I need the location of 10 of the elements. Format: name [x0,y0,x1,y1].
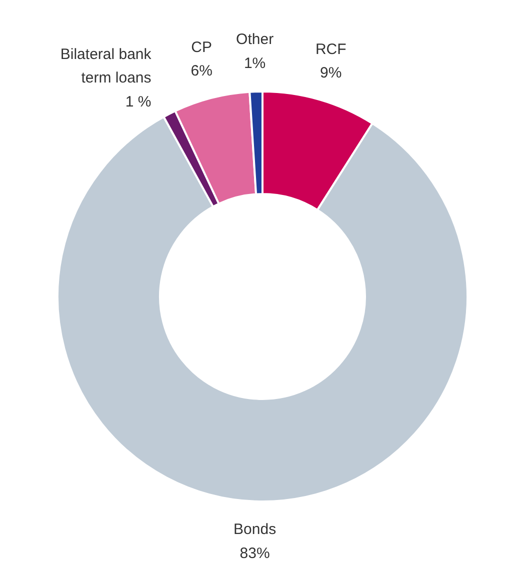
data-label: 1 % [125,94,152,111]
data-label: 83% [240,544,270,562]
slice-label: Bonds [234,520,276,538]
slice-label: Other [236,31,274,48]
slice-label: CP [191,38,212,56]
data-label: 9% [320,64,342,82]
slice-label: Bilateral bank term loans [60,46,152,87]
data-label: 1% [244,55,266,72]
slice-label: RCF [315,40,346,58]
data-label: 6% [190,62,212,80]
